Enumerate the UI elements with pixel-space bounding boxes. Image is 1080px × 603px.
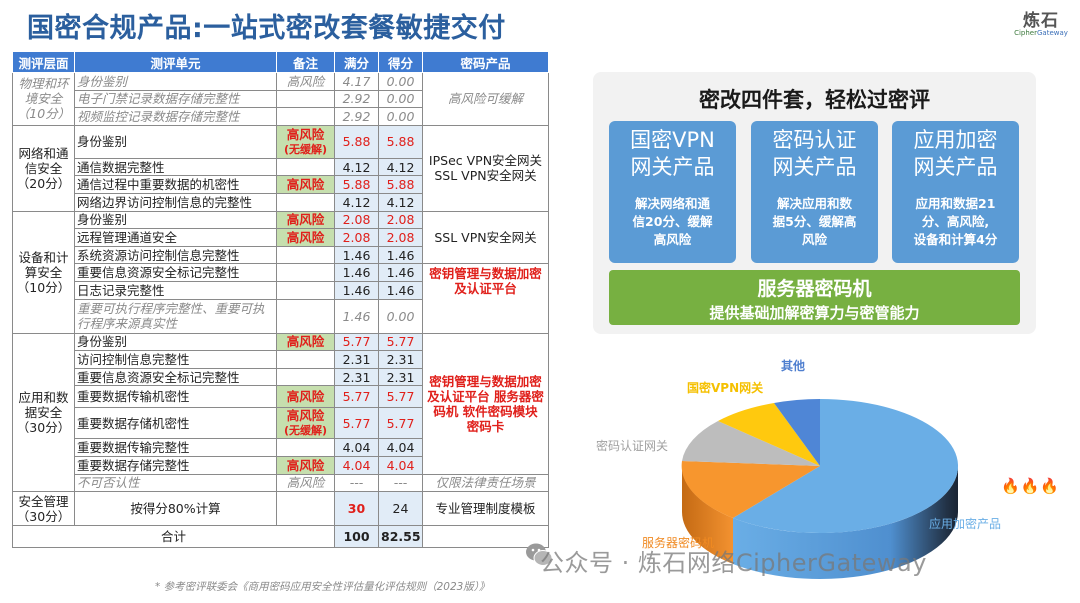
- table-row: 系统资源访问控制信息完整性 1.46 1.46: [13, 245, 549, 265]
- pie-label-server: 服务器密码机: [642, 536, 715, 550]
- company-logo: 炼石 CipherGateway: [1014, 11, 1068, 37]
- card-vpn-gateway: 国密VPN 网关产品 解决网络和通 信20分、缓解 高风险: [609, 121, 736, 263]
- table-row: 安全管理（30分） 按得分80%计算 30 24 专业管理制度模板: [12, 491, 549, 527]
- card-auth-gateway: 密码认证 网关产品 解决应用和数 据5分、缓解高 风险: [751, 121, 878, 263]
- pie-label-app: 应用加密产品: [929, 517, 1002, 531]
- table-row: 重要可执行程序完整性、重要可执行程序来源真实性 1.46 0.00: [13, 298, 549, 334]
- footnote: * 参考密评联委会《商用密码应用安全性评估量化评估规则（2023版）》: [155, 581, 490, 593]
- card-app-encryption-gateway: 应用加密 网关产品 应用和数据21 分、高风险, 设备和计算4分: [892, 121, 1019, 263]
- table-header: 测评层面 测评单元 备注 满分 得分 密码产品: [12, 51, 549, 73]
- pie-label-other: 其他: [781, 359, 806, 373]
- evaluation-table: 测评层面 测评单元 备注 满分 得分 密码产品 物理和环境安全（10分） 身份鉴…: [12, 51, 549, 549]
- wechat-icon: [526, 543, 553, 566]
- pie-3d: [681, 399, 959, 579]
- watermark: 公众号 · 炼石网络CipherGateway: [540, 549, 927, 577]
- table-row: 不可否认性 高风险 --- --- 仅限法律责任场景: [13, 473, 549, 493]
- pie-label-auth: 密码认证网关: [596, 439, 669, 453]
- table-row: 重要信息资源安全标记完整性 1.46 1.46 密钥管理与数据加密及认证平台: [13, 263, 549, 334]
- table-row: 应用和数据安全（30分） 身份鉴别 高风险 5.77 5.77 密钥管理与数据加…: [12, 332, 549, 493]
- table-row: 电子门禁记录数据存储完整性 2.92 0.00: [13, 89, 549, 109]
- table-row: 通信数据完整性 4.12 4.12: [13, 157, 549, 177]
- fire-icons: 🔥🔥🔥: [1001, 477, 1061, 495]
- table-row: 重要数据存储机密性 高风险 (无缓解) 5.77 5.77: [13, 407, 549, 440]
- page-title: 国密合规产品:一站式密改套餐敏捷交付: [27, 13, 506, 44]
- table-row: 物理和环境安全（10分） 身份鉴别 高风险 4.17 0.00 高风险可缓解: [12, 72, 549, 126]
- table-row: 远程管理通道安全 高风险 2.08 2.08: [13, 228, 549, 247]
- pie-label-vpn: 国密VPN网关: [687, 381, 764, 395]
- panel-title: 密改四件套，轻松过密评: [699, 88, 930, 112]
- table-total-row: 合计 100 82.55: [12, 525, 549, 549]
- table-row: 重要数据传输完整性 4.04 4.04: [13, 438, 549, 457]
- product-suite-panel: 密改四件套，轻松过密评 国密VPN 网关产品 解决网络和通 信20分、缓解 高风险 密…: [593, 72, 1036, 334]
- server-crypto-machine-banner: 服务器密码机 提供基础加解密算力与密管能力: [609, 270, 1020, 325]
- table-row: 设备和计算安全（10分） 身份鉴别 高风险 2.08 2.08 SSL VPN安…: [12, 210, 549, 334]
- table-row: 视频监控记录数据存储完整性 2.92 0.00: [13, 107, 549, 126]
- table-row: 日志记录完整性 1.46 1.46: [13, 280, 549, 300]
- table-row: 网络和通信安全（20分） 身份鉴别 高风险 (无缓解) 5.88 5.88 IPS…: [12, 124, 549, 212]
